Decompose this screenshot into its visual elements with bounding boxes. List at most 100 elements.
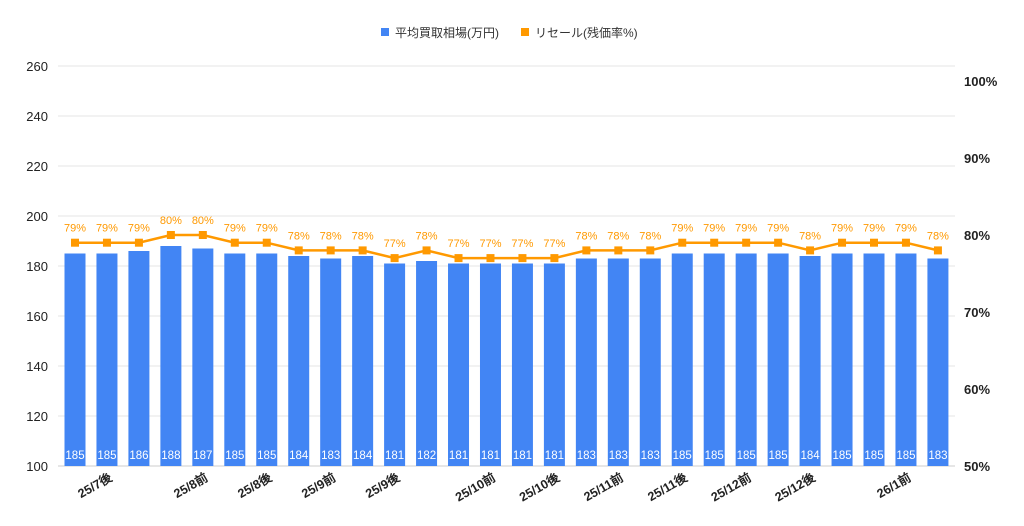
line-point — [422, 246, 431, 255]
line-data-label: 79% — [671, 223, 693, 235]
line-point — [230, 238, 239, 247]
line-point — [294, 246, 303, 255]
bar — [511, 263, 533, 466]
legend-label: リセール(残価率%) — [535, 25, 638, 40]
bar — [224, 253, 246, 466]
bar-data-label: 185 — [257, 450, 276, 462]
right-tick-label: 70% — [964, 305, 990, 320]
left-tick-label: 120 — [26, 409, 48, 424]
x-tick-label: 25/7後 — [75, 469, 115, 501]
line-point — [933, 246, 942, 255]
line-point — [198, 231, 207, 239]
line-data-label: 78% — [639, 230, 661, 242]
left-tick-label: 100 — [26, 459, 48, 474]
line-point — [678, 238, 687, 247]
bar-data-label: 181 — [385, 450, 404, 462]
line-point — [614, 246, 623, 255]
line-data-label: 79% — [256, 223, 278, 235]
bar-data-label: 182 — [417, 450, 436, 462]
bar-data-label: 187 — [193, 450, 212, 462]
line-point — [838, 238, 847, 247]
bar-data-label: 184 — [353, 450, 373, 462]
line-data-label: 79% — [224, 223, 246, 235]
bar-data-label: 185 — [97, 450, 116, 462]
bar — [288, 256, 310, 466]
x-tick-label: 25/12前 — [708, 469, 754, 504]
left-tick-label: 240 — [26, 109, 48, 124]
legend-swatch-line — [521, 28, 529, 36]
line-data-label: 79% — [735, 223, 757, 235]
bar-data-label: 181 — [481, 450, 500, 462]
line-data-label: 78% — [352, 230, 374, 242]
line-point — [358, 246, 367, 255]
x-tick-label: 25/8後 — [235, 469, 275, 501]
bar-data-label: 181 — [545, 450, 564, 462]
line-point — [774, 238, 783, 247]
bar — [767, 253, 789, 466]
bar-data-label: 186 — [129, 450, 148, 462]
left-tick-label: 180 — [26, 259, 48, 274]
line-point — [582, 246, 591, 255]
bar — [543, 263, 565, 466]
line-point — [486, 254, 495, 263]
right-tick-label: 80% — [964, 228, 990, 243]
bar — [128, 251, 150, 466]
bar-data-label: 185 — [864, 450, 883, 462]
left-tick-label: 140 — [26, 359, 48, 374]
line-data-label: 79% — [128, 223, 150, 235]
bar-data-label: 185 — [896, 450, 915, 462]
bar-data-label: 185 — [705, 450, 724, 462]
line-data-label: 78% — [288, 230, 310, 242]
line-data-label: 77% — [511, 238, 533, 250]
line-data-label: 79% — [64, 223, 86, 235]
line-point — [710, 238, 719, 247]
x-tick-label: 25/9前 — [299, 469, 339, 501]
x-tick-label: 25/8前 — [171, 469, 211, 501]
bar — [607, 258, 629, 466]
x-tick-label: 25/9後 — [363, 469, 403, 501]
bar — [96, 253, 118, 466]
bar-data-label: 188 — [161, 450, 180, 462]
line-point — [102, 238, 111, 247]
line-point — [262, 238, 271, 247]
bar-data-label: 185 — [65, 450, 84, 462]
left-tick-label: 160 — [26, 309, 48, 324]
x-tick-label: 25/11前 — [581, 469, 626, 504]
line-data-label: 79% — [831, 223, 853, 235]
x-tick-label: 25/12後 — [772, 469, 818, 504]
line-point — [71, 238, 79, 247]
x-tick-label: 25/11後 — [645, 469, 690, 504]
bar — [639, 258, 661, 466]
left-tick-label: 260 — [26, 59, 48, 74]
left-tick-label: 200 — [26, 209, 48, 224]
x-tick-label: 26/1前 — [874, 469, 914, 501]
bar-data-label: 181 — [513, 450, 532, 462]
line-point — [134, 238, 143, 247]
bar — [831, 253, 853, 466]
bar-data-label: 183 — [577, 450, 596, 462]
legend-swatch-bar — [381, 28, 389, 36]
bar-data-label: 181 — [449, 450, 468, 462]
left-tick-label: 220 — [26, 159, 48, 174]
line-data-label: 78% — [320, 230, 342, 242]
bar — [256, 253, 278, 466]
line-point — [390, 254, 399, 263]
right-tick-label: 60% — [964, 382, 990, 397]
bar — [160, 246, 182, 466]
line-data-label: 78% — [575, 230, 597, 242]
line-point — [326, 246, 335, 255]
bar — [895, 253, 917, 466]
x-tick-label: 25/10後 — [516, 469, 562, 504]
line-point — [550, 254, 559, 263]
bar-data-label: 183 — [609, 450, 628, 462]
right-tick-label: 100% — [964, 74, 998, 89]
line-data-label: 80% — [160, 215, 182, 227]
line-point — [901, 238, 910, 247]
line-data-label: 79% — [96, 223, 118, 235]
line-point — [742, 238, 751, 247]
line-data-label: 79% — [863, 223, 885, 235]
line-data-label: 78% — [799, 230, 821, 242]
bar-data-label: 185 — [737, 450, 756, 462]
